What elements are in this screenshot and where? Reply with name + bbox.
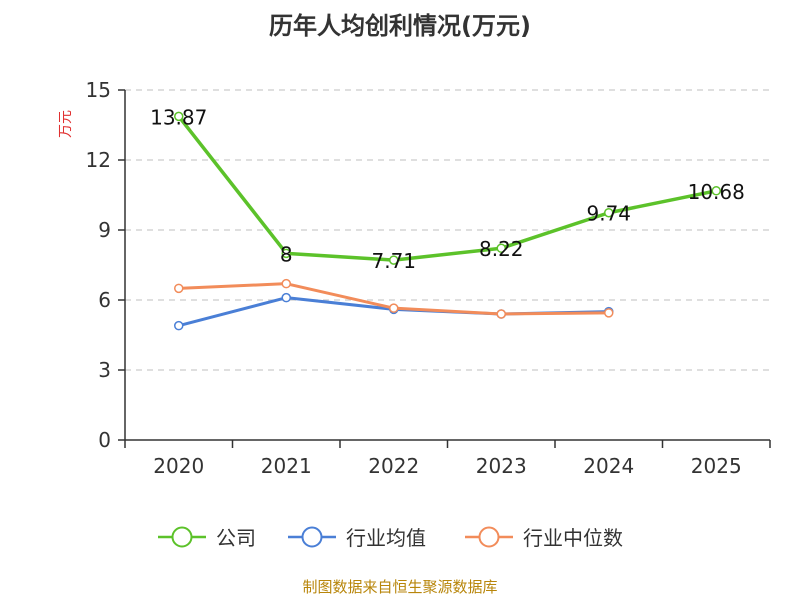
x-tick-label: 2020 xyxy=(153,454,204,478)
x-tick-label: 2025 xyxy=(691,454,742,478)
data-point-2 xyxy=(281,278,291,289)
data-label: 13.87 xyxy=(150,105,207,129)
data-point-2 xyxy=(174,283,184,294)
data-label: 8 xyxy=(280,242,293,266)
data-point-0 xyxy=(496,243,506,253)
legend-label-1: 行业均值 xyxy=(346,526,426,550)
data-point-2 xyxy=(496,309,506,319)
y-tick-label: 12 xyxy=(86,148,111,172)
data-point-2 xyxy=(604,308,614,318)
data-label: 8.22 xyxy=(479,237,524,261)
legend-marker-1 xyxy=(301,526,323,548)
y-tick-label: 15 xyxy=(86,78,111,102)
series-line-0 xyxy=(177,115,717,262)
y-tick-label: 3 xyxy=(98,358,111,382)
x-tick-label: 2024 xyxy=(583,454,634,478)
data-point-1 xyxy=(174,320,184,331)
source-note: 制图数据来自恒生聚源数据库 xyxy=(302,578,497,596)
y-tick-label: 0 xyxy=(98,428,111,452)
legend-marker-0 xyxy=(171,526,193,548)
data-label: 9.74 xyxy=(586,202,631,226)
data-point-0 xyxy=(389,255,399,265)
data-label: 10.68 xyxy=(688,180,745,204)
legend-marker-2 xyxy=(478,526,500,548)
data-point-0 xyxy=(281,248,291,259)
data-point-0 xyxy=(174,111,184,122)
data-label: 7.71 xyxy=(371,249,416,273)
data-point-0 xyxy=(711,186,721,196)
data-point-0 xyxy=(604,207,614,218)
y-tick-label: 9 xyxy=(98,218,111,242)
x-tick-label: 2022 xyxy=(368,454,419,478)
x-tick-label: 2023 xyxy=(476,454,527,478)
data-point-2 xyxy=(389,303,399,313)
x-tick-label: 2021 xyxy=(261,454,312,478)
chart-title: 历年人均创利情况(万元) xyxy=(269,12,531,40)
data-point-1 xyxy=(281,292,291,303)
legend-label-2: 行业中位数 xyxy=(523,526,623,550)
y-tick-label: 6 xyxy=(98,288,111,312)
y-axis-label: 万元 xyxy=(58,110,74,138)
legend-label-0: 公司 xyxy=(216,526,256,550)
